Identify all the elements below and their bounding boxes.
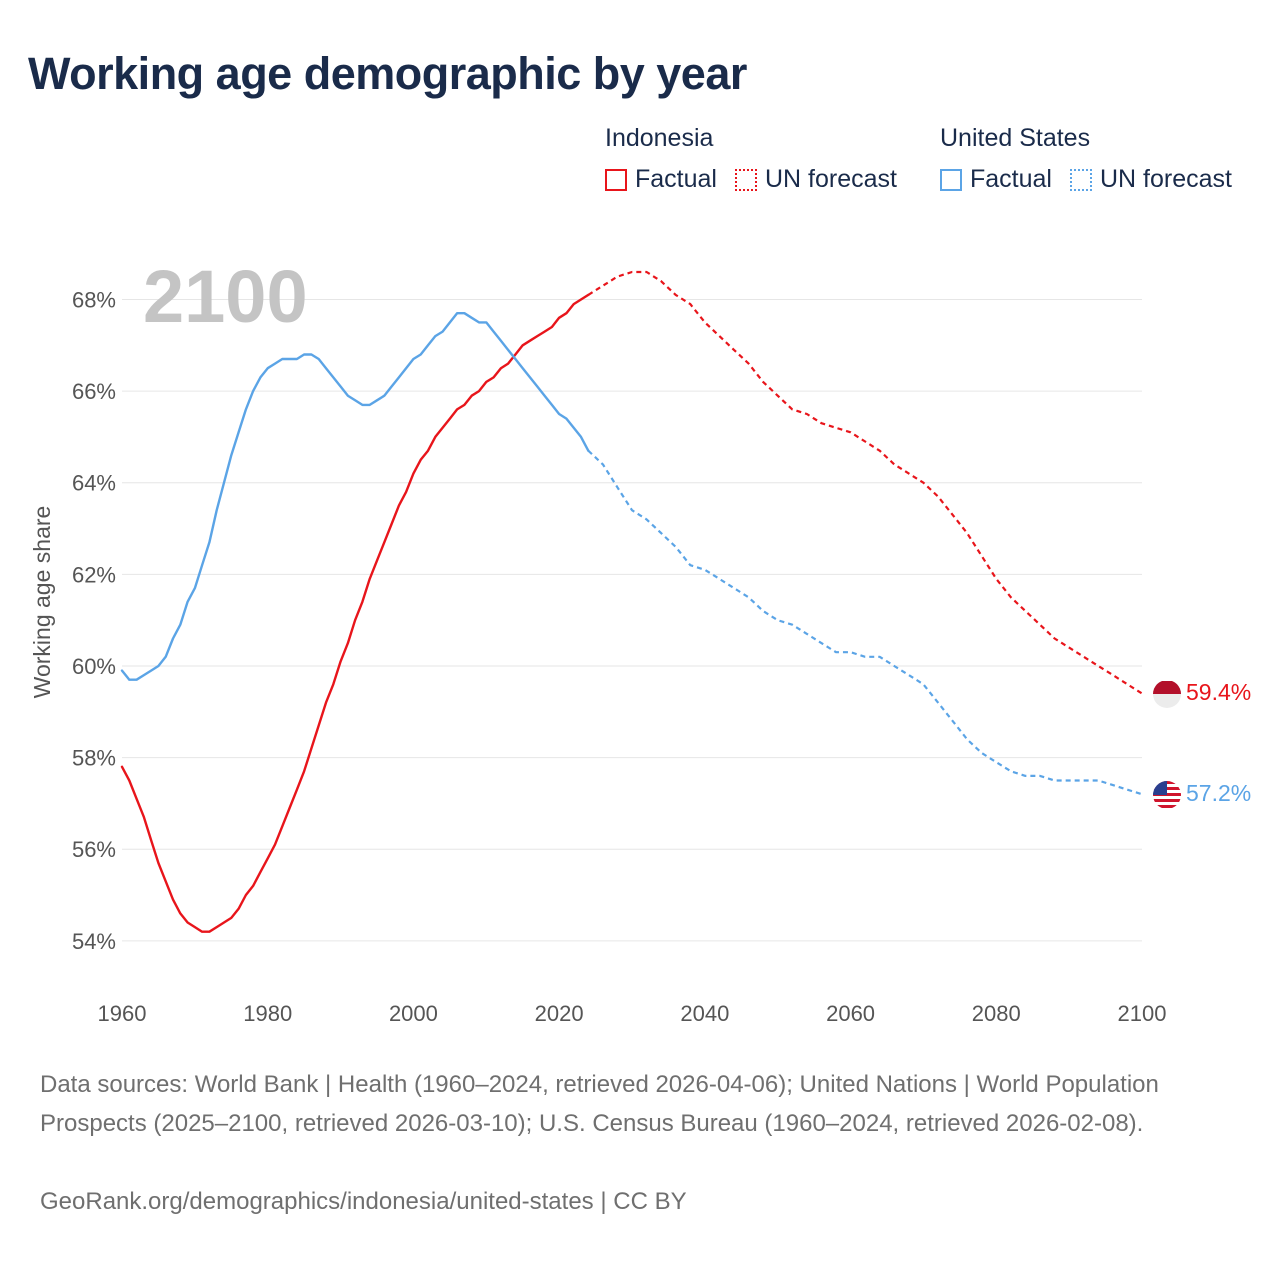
united-states-factual-line[interactable] xyxy=(120,312,590,681)
legend-swatch-solid xyxy=(940,168,962,191)
legend-country-united-states: United States xyxy=(940,124,1091,152)
legend-indonesia: Indonesia Factual UN forecast xyxy=(605,124,915,194)
y-tick-label: 64% xyxy=(72,471,116,496)
y-tick-label: 54% xyxy=(72,929,116,954)
legend-label-factual: Factual xyxy=(635,165,717,193)
x-tick-label: 1960 xyxy=(98,1001,147,1026)
legend-swatch-solid xyxy=(605,168,627,191)
indonesia-factual-line[interactable] xyxy=(120,293,590,933)
legend-country-indonesia: Indonesia xyxy=(605,124,714,152)
y-tick-label: 58% xyxy=(72,746,116,771)
united-states-flag-icon xyxy=(1153,781,1181,809)
legend-label-forecast: UN forecast xyxy=(764,165,897,193)
united-states-end-label: 57.2% xyxy=(1186,780,1251,806)
x-tick-label: 1980 xyxy=(243,1001,292,1026)
legend-label-factual: Factual xyxy=(970,165,1052,193)
y-axis: 54% 56% 58% 60% 62% 64% 66% 68% xyxy=(72,287,116,953)
chart-title: Working age demographic by year xyxy=(28,48,747,99)
year-watermark: 2100 xyxy=(143,255,308,338)
legend-swatch-dotted xyxy=(1069,168,1092,191)
y-axis-label: Working age share xyxy=(29,506,55,699)
legend-item-indonesia-factual[interactable]: Factual xyxy=(605,165,717,194)
legend-item-united-states-factual[interactable]: Factual xyxy=(940,165,1052,194)
indonesia-flag-icon xyxy=(1153,681,1181,708)
indonesia-end-label: 59.4% xyxy=(1186,679,1251,705)
gridlines xyxy=(122,298,1142,942)
series-lines xyxy=(120,270,1143,933)
data-sources: Data sources: World Bank | Health (1960–… xyxy=(40,1071,1159,1137)
line-chart: 2100 54% 56% 58% 60% 62% 64% 66% 68% 1960 1980 20… xyxy=(29,255,1251,1026)
x-tick-label: 2040 xyxy=(680,1001,729,1026)
x-tick-label: 2020 xyxy=(535,1001,584,1026)
y-tick-label: 66% xyxy=(72,379,116,404)
united-states-forecast-line[interactable] xyxy=(587,449,1143,796)
x-tick-label: 2060 xyxy=(826,1001,875,1026)
y-tick-label: 60% xyxy=(72,654,116,679)
x-tick-label: 2100 xyxy=(1118,1001,1167,1026)
legend-united-states: United States Factual UN forecast xyxy=(940,124,1232,194)
x-tick-label: 2000 xyxy=(389,1001,438,1026)
attribution-link[interactable]: GeoRank.org/demographics/indonesia/unite… xyxy=(40,1188,687,1215)
y-tick-label: 68% xyxy=(72,287,116,312)
legend-swatch-dotted xyxy=(734,168,757,191)
legend-item-united-states-forecast[interactable]: UN forecast xyxy=(1069,165,1232,194)
legend-label-forecast: UN forecast xyxy=(1099,165,1232,193)
x-tick-label: 2080 xyxy=(972,1001,1021,1026)
x-axis: 1960 1980 2000 2020 2040 2060 2080 2100 xyxy=(98,1001,1167,1026)
legend-item-indonesia-forecast[interactable]: UN forecast xyxy=(734,165,897,194)
y-tick-label: 62% xyxy=(72,562,116,587)
indonesia-forecast-line[interactable] xyxy=(587,270,1143,695)
y-tick-label: 56% xyxy=(72,837,116,862)
